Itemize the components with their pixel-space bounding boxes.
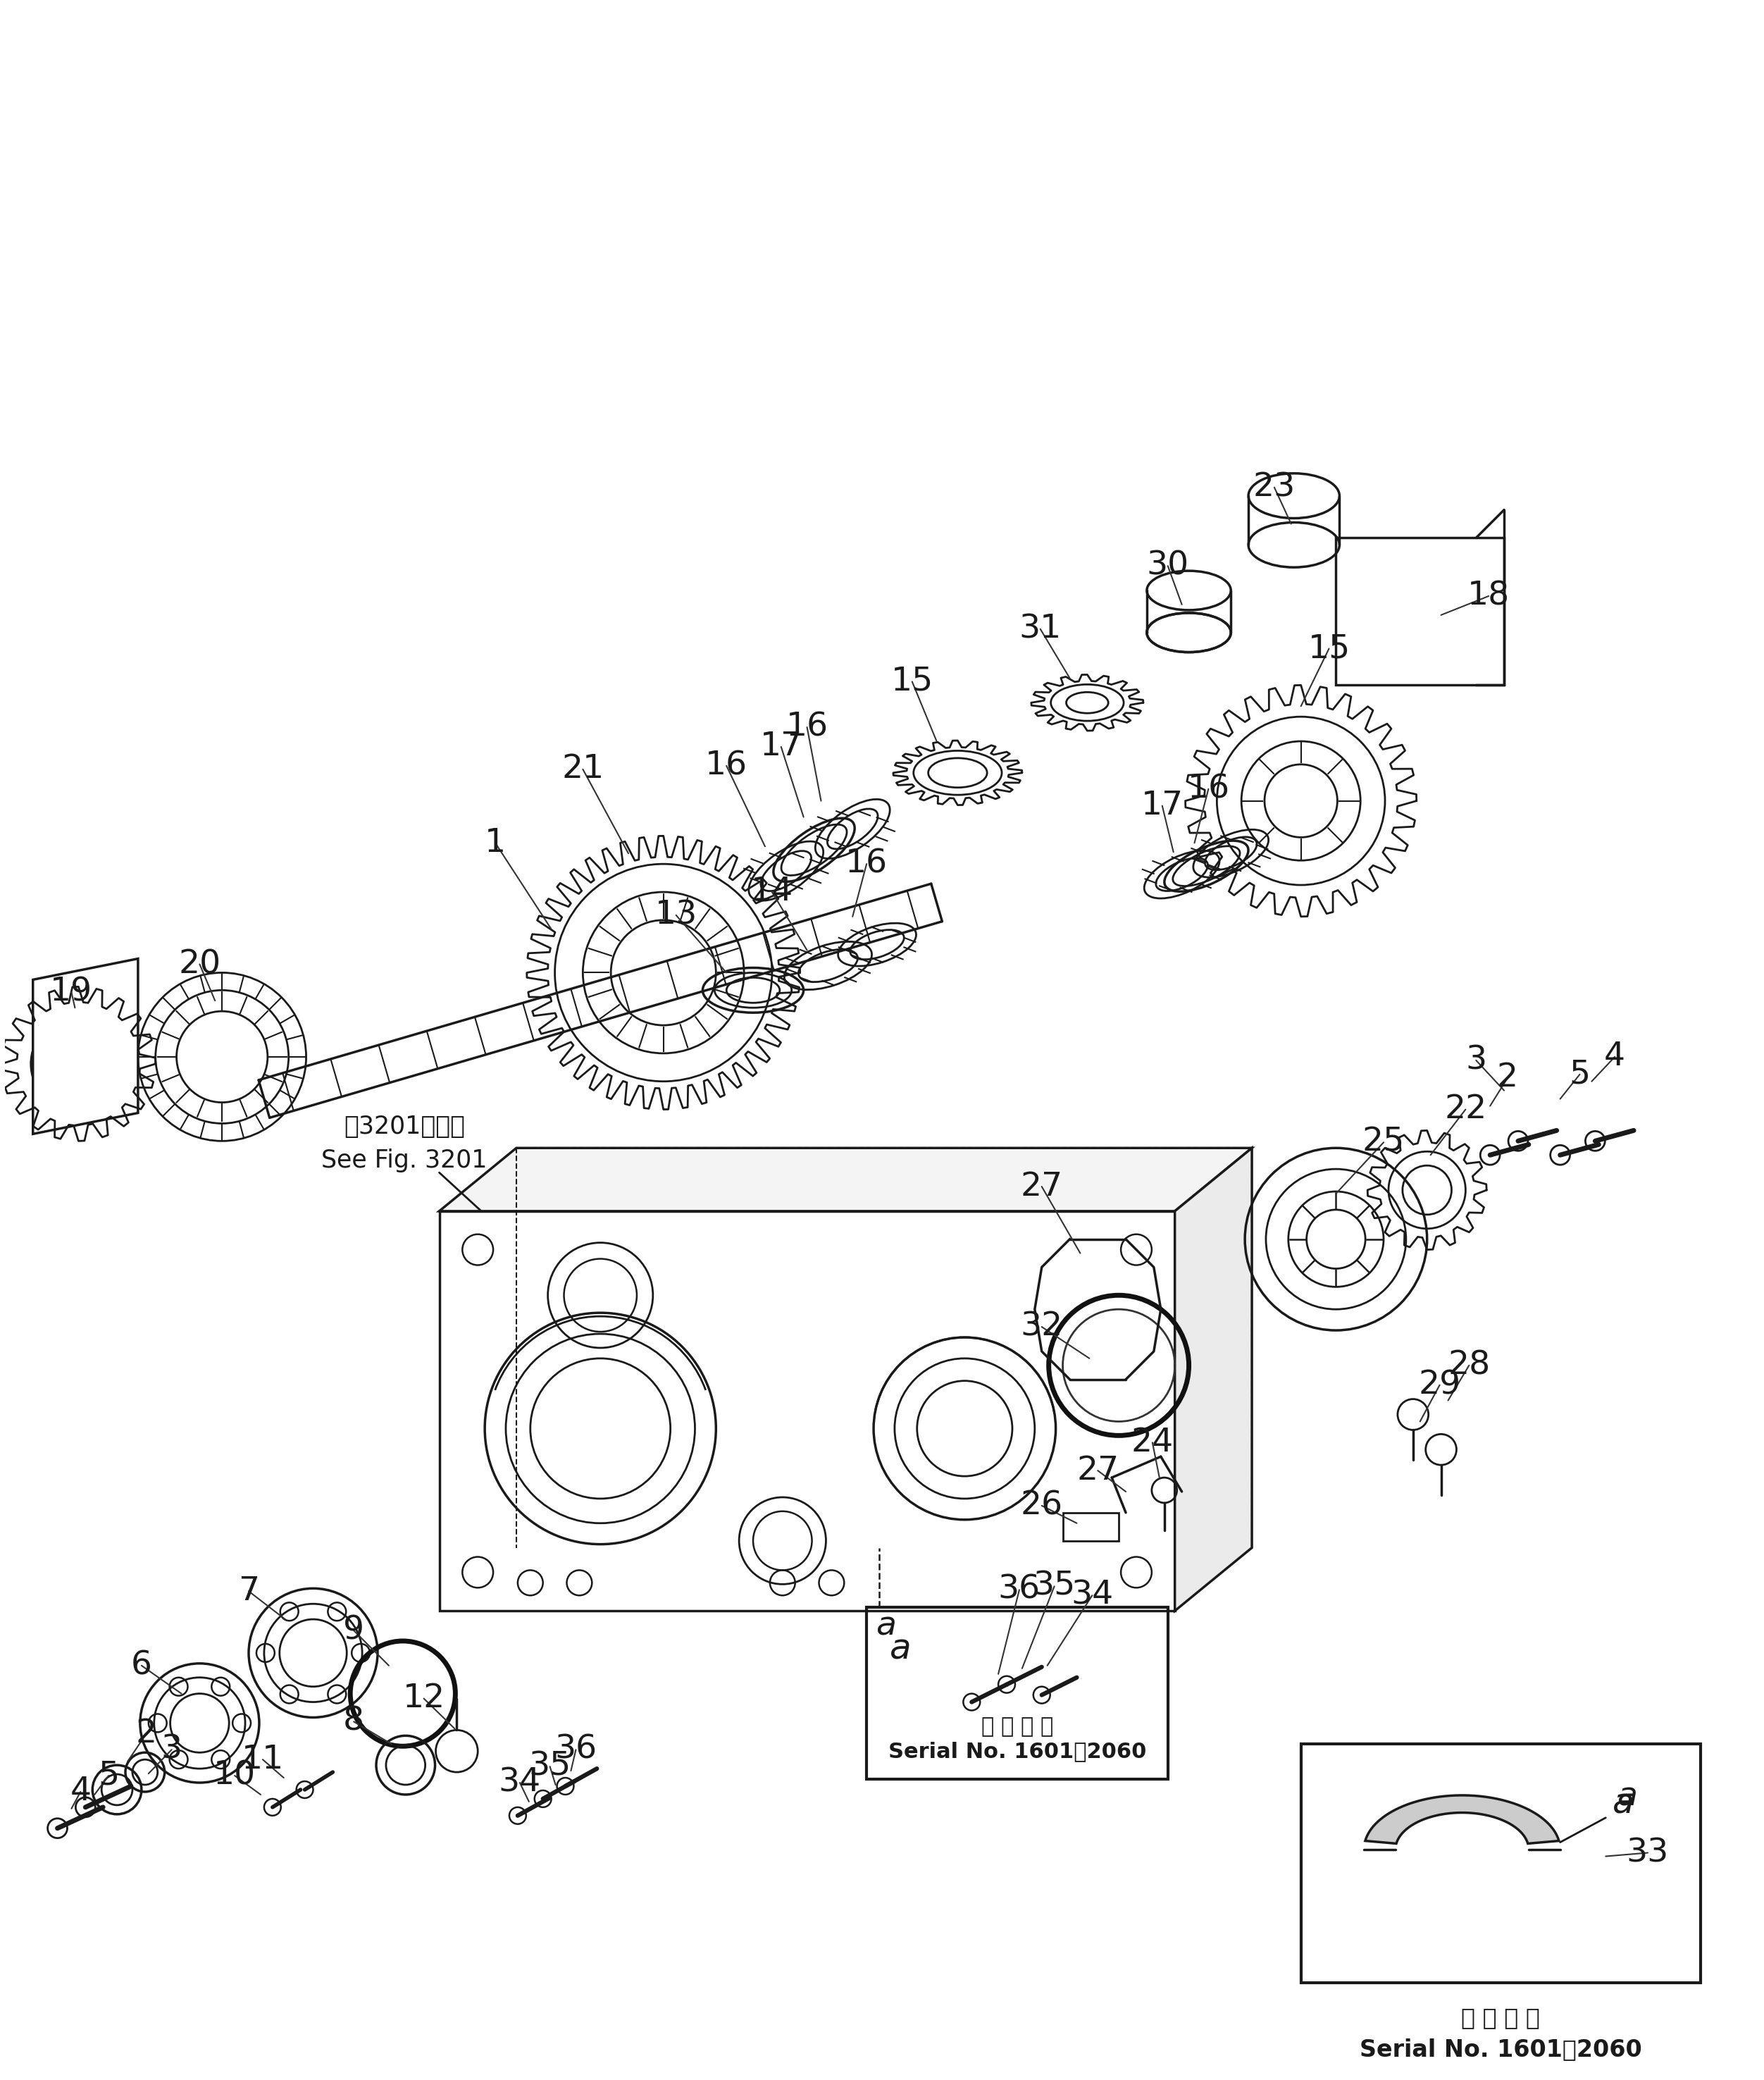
Text: 3: 3 [161,1735,182,1766]
Text: 35: 35 [529,1751,572,1783]
Text: 15: 15 [891,666,933,697]
Bar [1335,539,1505,684]
Polygon shape [439,1148,1252,1211]
Text: 30: 30 [1147,549,1189,582]
Text: 16: 16 [785,711,829,743]
Text: 18: 18 [1468,580,1510,612]
Text: 23: 23 [1252,472,1295,503]
Text: 21: 21 [561,753,603,784]
Text: 26: 26 [1021,1489,1064,1520]
Text: 適 用 号 機: 適 用 号 機 [1461,2005,1540,2030]
Text: 34: 34 [1071,1579,1113,1612]
Text: 5: 5 [99,1760,120,1791]
Text: 17: 17 [760,730,803,763]
Polygon shape [1175,1148,1252,1610]
Text: 9: 9 [344,1614,365,1647]
Text: 8: 8 [344,1706,365,1737]
Text: 36: 36 [998,1575,1041,1606]
Text: 2: 2 [1498,1063,1519,1094]
Text: 12: 12 [402,1683,445,1714]
Text: 19: 19 [49,976,93,1009]
Text: 7: 7 [238,1575,259,1608]
Text: 14: 14 [751,876,794,907]
Text: 27: 27 [1021,1171,1064,1202]
Text: 35: 35 [1034,1570,1076,1602]
Text: 24: 24 [1131,1427,1173,1458]
Text: 16: 16 [706,751,748,782]
Text: 4: 4 [1603,1040,1625,1073]
Text: 29: 29 [1418,1369,1461,1402]
Bar [1300,1745,1700,1982]
Text: 28: 28 [1448,1350,1491,1381]
Text: 2: 2 [136,1718,157,1749]
Bar [1062,1512,1118,1541]
Text: Serial No. 1601－2060: Serial No. 1601－2060 [1360,2038,1642,2061]
Text: See Fig. 3201: See Fig. 3201 [321,1148,487,1173]
Text: 17: 17 [1141,790,1184,822]
Text: 15: 15 [1307,632,1349,664]
Polygon shape [34,959,138,1134]
Polygon shape [1365,1795,1559,1843]
Text: 3: 3 [1466,1044,1487,1075]
Text: Serial No. 1601－2060: Serial No. 1601－2060 [887,1741,1147,1762]
Text: 4: 4 [71,1776,92,1808]
Text: 適 用 号 機: 適 用 号 機 [981,1716,1053,1737]
Text: 22: 22 [1445,1094,1487,1125]
Text: 第3201図参照: 第3201図参照 [344,1115,464,1140]
Text: 27: 27 [1076,1454,1118,1487]
Text: a: a [889,1633,910,1666]
Bar [866,1608,1168,1778]
Text: 32: 32 [1021,1310,1064,1344]
Text: 36: 36 [554,1735,596,1766]
Text: 1: 1 [485,828,506,859]
Text: 33: 33 [1626,1837,1669,1868]
Text: 11: 11 [242,1743,284,1776]
Text: a: a [1612,1787,1633,1820]
Text: 16: 16 [845,849,887,880]
Text: 13: 13 [654,899,697,932]
Text: a: a [1616,1780,1637,1812]
Text: 34: 34 [499,1766,542,1799]
Text: a: a [877,1610,896,1641]
Text: 5: 5 [1570,1059,1591,1090]
Text: 6: 6 [131,1649,152,1681]
Text: 10: 10 [213,1760,256,1791]
Text: 25: 25 [1362,1127,1404,1159]
Bar [439,1211,1175,1610]
Text: 16: 16 [1187,774,1230,805]
Text: 20: 20 [178,948,220,980]
Text: 31: 31 [1020,614,1062,645]
